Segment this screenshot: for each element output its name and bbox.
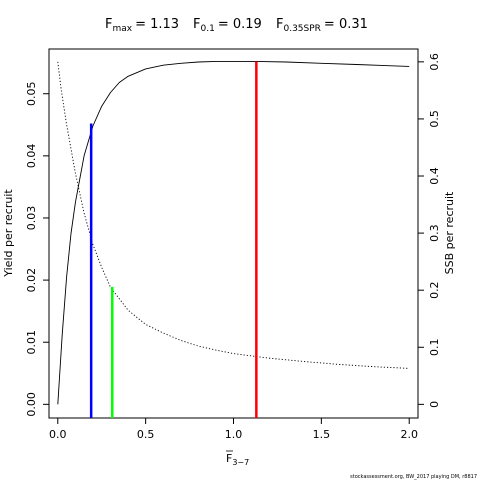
reference-lines: [89, 61, 258, 418]
y-right-tick-label: 0.4: [428, 167, 441, 185]
y-left-tick-label: 0.02: [25, 268, 38, 293]
y-right-tick-label: 0.1: [428, 339, 441, 357]
y-right-axis-label: SSB per recruit: [443, 191, 456, 274]
title-f01: F0.1 = 0.19: [193, 17, 262, 34]
y-left-tick-label: 0.05: [25, 81, 38, 106]
x-axis: 0.0 0.5 1.0 1.5 2.0: [49, 418, 418, 441]
x-tick-label: 2.0: [400, 428, 418, 441]
yield-per-recruit-line: [57, 60, 410, 405]
y-left-axis: 0.00 0.01 0.02 0.03 0.04 0.05: [25, 81, 49, 417]
y-right-tick-label: 0.6: [428, 53, 441, 71]
series-layer: [57, 60, 410, 405]
plot-frame: [48, 48, 419, 419]
y-right-tick-label: 0.3: [428, 224, 441, 242]
y-right-axis: 0 0.1 0.2 0.3 0.4 0.5 0.6: [418, 53, 441, 408]
y-left-tick-label: 0.00: [25, 392, 38, 417]
ssb-per-recruit-line: [57, 61, 410, 369]
x-tick-label: 0.0: [49, 428, 67, 441]
y-right-tick-label: 0.5: [428, 110, 441, 128]
y-left-axis-label: Yield per recruit: [2, 189, 15, 278]
footer-note: stockassessment.org, BW_2017 playing DM,…: [350, 474, 477, 480]
title-fmax: Fmax = 1.13: [105, 17, 179, 34]
x-axis-label: F3−7: [226, 452, 249, 467]
y-right-tick-label: 0: [428, 401, 441, 408]
x-tick-label: 1.0: [225, 428, 243, 441]
y-right-tick-label: 0.2: [428, 281, 441, 299]
title-fspr: F0.35SPR = 0.31: [276, 17, 368, 34]
x-tick-label: 1.5: [313, 428, 331, 441]
y-left-tick-label: 0.04: [25, 144, 38, 169]
x-tick-label: 0.5: [137, 428, 155, 441]
y-left-tick-label: 0.03: [25, 206, 38, 231]
y-left-tick-label: 0.01: [25, 330, 38, 355]
